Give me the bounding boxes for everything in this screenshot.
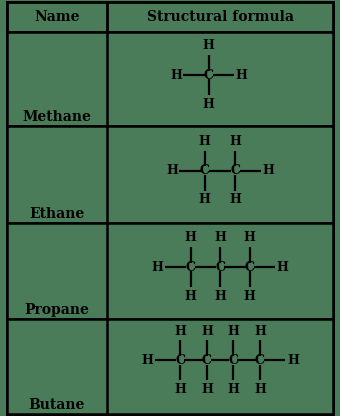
Text: H: H bbox=[203, 40, 215, 52]
Text: H: H bbox=[199, 193, 211, 206]
Text: C: C bbox=[228, 354, 238, 367]
Bar bbox=[7, 126, 333, 223]
Text: H: H bbox=[185, 290, 197, 303]
Text: H: H bbox=[214, 231, 226, 245]
Text: H: H bbox=[227, 383, 239, 396]
Text: H: H bbox=[141, 354, 153, 367]
Bar bbox=[7, 319, 333, 414]
Bar bbox=[7, 32, 333, 126]
Text: H: H bbox=[227, 325, 239, 338]
Text: H: H bbox=[174, 325, 186, 338]
Text: Propane: Propane bbox=[24, 303, 89, 317]
Text: Ethane: Ethane bbox=[29, 207, 85, 221]
Text: C: C bbox=[215, 260, 225, 274]
Text: H: H bbox=[174, 383, 186, 396]
Text: H: H bbox=[201, 383, 213, 396]
Text: H: H bbox=[201, 325, 213, 338]
Text: C: C bbox=[204, 69, 214, 82]
Text: H: H bbox=[244, 231, 256, 245]
Text: H: H bbox=[152, 260, 164, 274]
Text: H: H bbox=[236, 69, 248, 82]
Text: Name: Name bbox=[34, 10, 80, 24]
Text: C: C bbox=[231, 164, 240, 177]
Text: C: C bbox=[200, 164, 210, 177]
Text: C: C bbox=[202, 354, 212, 367]
Text: H: H bbox=[230, 193, 241, 206]
Text: H: H bbox=[254, 383, 266, 396]
Text: H: H bbox=[199, 135, 211, 148]
Bar bbox=[7, 223, 333, 319]
Text: H: H bbox=[244, 290, 256, 303]
Text: C: C bbox=[255, 354, 265, 367]
Text: Structural formula: Structural formula bbox=[147, 10, 294, 24]
Text: H: H bbox=[170, 69, 182, 82]
Text: H: H bbox=[262, 164, 274, 177]
Text: H: H bbox=[254, 325, 266, 338]
Text: Butane: Butane bbox=[29, 398, 85, 412]
Text: C: C bbox=[186, 260, 196, 274]
Text: Methane: Methane bbox=[22, 110, 91, 124]
Text: H: H bbox=[287, 354, 299, 367]
Text: H: H bbox=[185, 231, 197, 245]
Text: H: H bbox=[214, 290, 226, 303]
Text: H: H bbox=[230, 135, 241, 148]
Text: H: H bbox=[277, 260, 289, 274]
Bar bbox=[7, 2, 333, 32]
Text: H: H bbox=[203, 98, 215, 111]
Text: C: C bbox=[175, 354, 185, 367]
Text: H: H bbox=[166, 164, 178, 177]
Text: C: C bbox=[245, 260, 255, 274]
